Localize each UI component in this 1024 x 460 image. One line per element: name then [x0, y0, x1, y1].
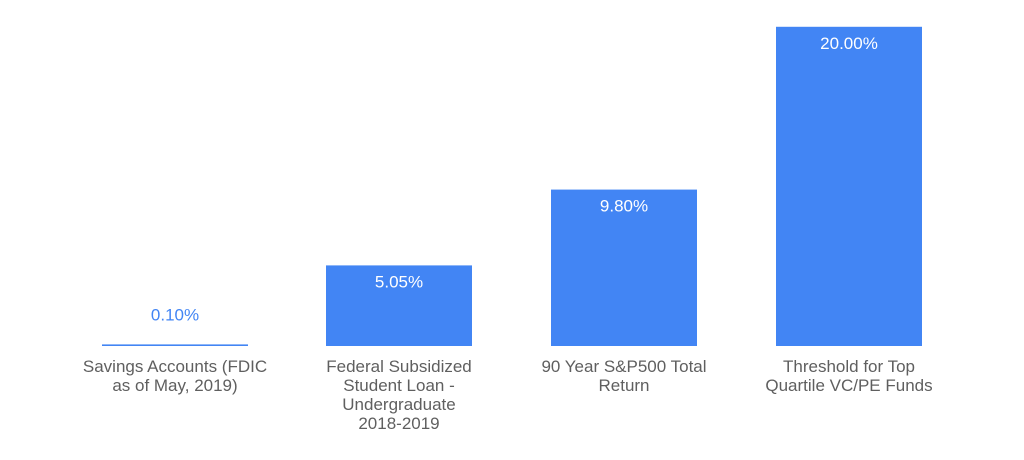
category-label-line: Federal Subsidized [326, 357, 472, 376]
category-label-line: Quartile VC/PE Funds [765, 376, 932, 395]
value-labels-group: 0.10% 5.05% 9.80% 20.00% [151, 34, 878, 325]
category-label-3: Threshold for Top Quartile VC/PE Funds [765, 357, 932, 395]
bar-2 [551, 189, 697, 346]
bar-0 [102, 344, 248, 346]
category-label-line: Student Loan - [343, 376, 455, 395]
category-label-line: Undergraduate [342, 395, 455, 414]
category-label-line: as of May, 2019) [112, 376, 237, 395]
value-label-2: 9.80% [600, 197, 648, 216]
category-label-1: Federal Subsidized Student Loan -Undergra… [326, 357, 472, 433]
value-label-0: 0.10% [151, 305, 199, 324]
category-label-line: 90 Year S&P500 Total [541, 357, 706, 376]
category-label-0: Savings Accounts (FDIC as of May, 2019) [83, 357, 267, 395]
bars-group [102, 26, 922, 346]
category-labels-group: Savings Accounts (FDIC as of May, 2019) Fe… [83, 357, 933, 433]
category-label-line: Savings Accounts (FDIC [83, 357, 267, 376]
category-label-line: Threshold for Top [783, 357, 915, 376]
category-label-2: 90 Year S&P500 Total Return [541, 357, 706, 395]
value-label-1: 5.05% [375, 272, 423, 291]
category-label-line: Return [598, 376, 649, 395]
bar-1 [326, 265, 472, 346]
value-label-3: 20.00% [820, 34, 878, 53]
bar-3 [776, 26, 922, 346]
category-label-line: 2018-2019 [358, 414, 439, 433]
